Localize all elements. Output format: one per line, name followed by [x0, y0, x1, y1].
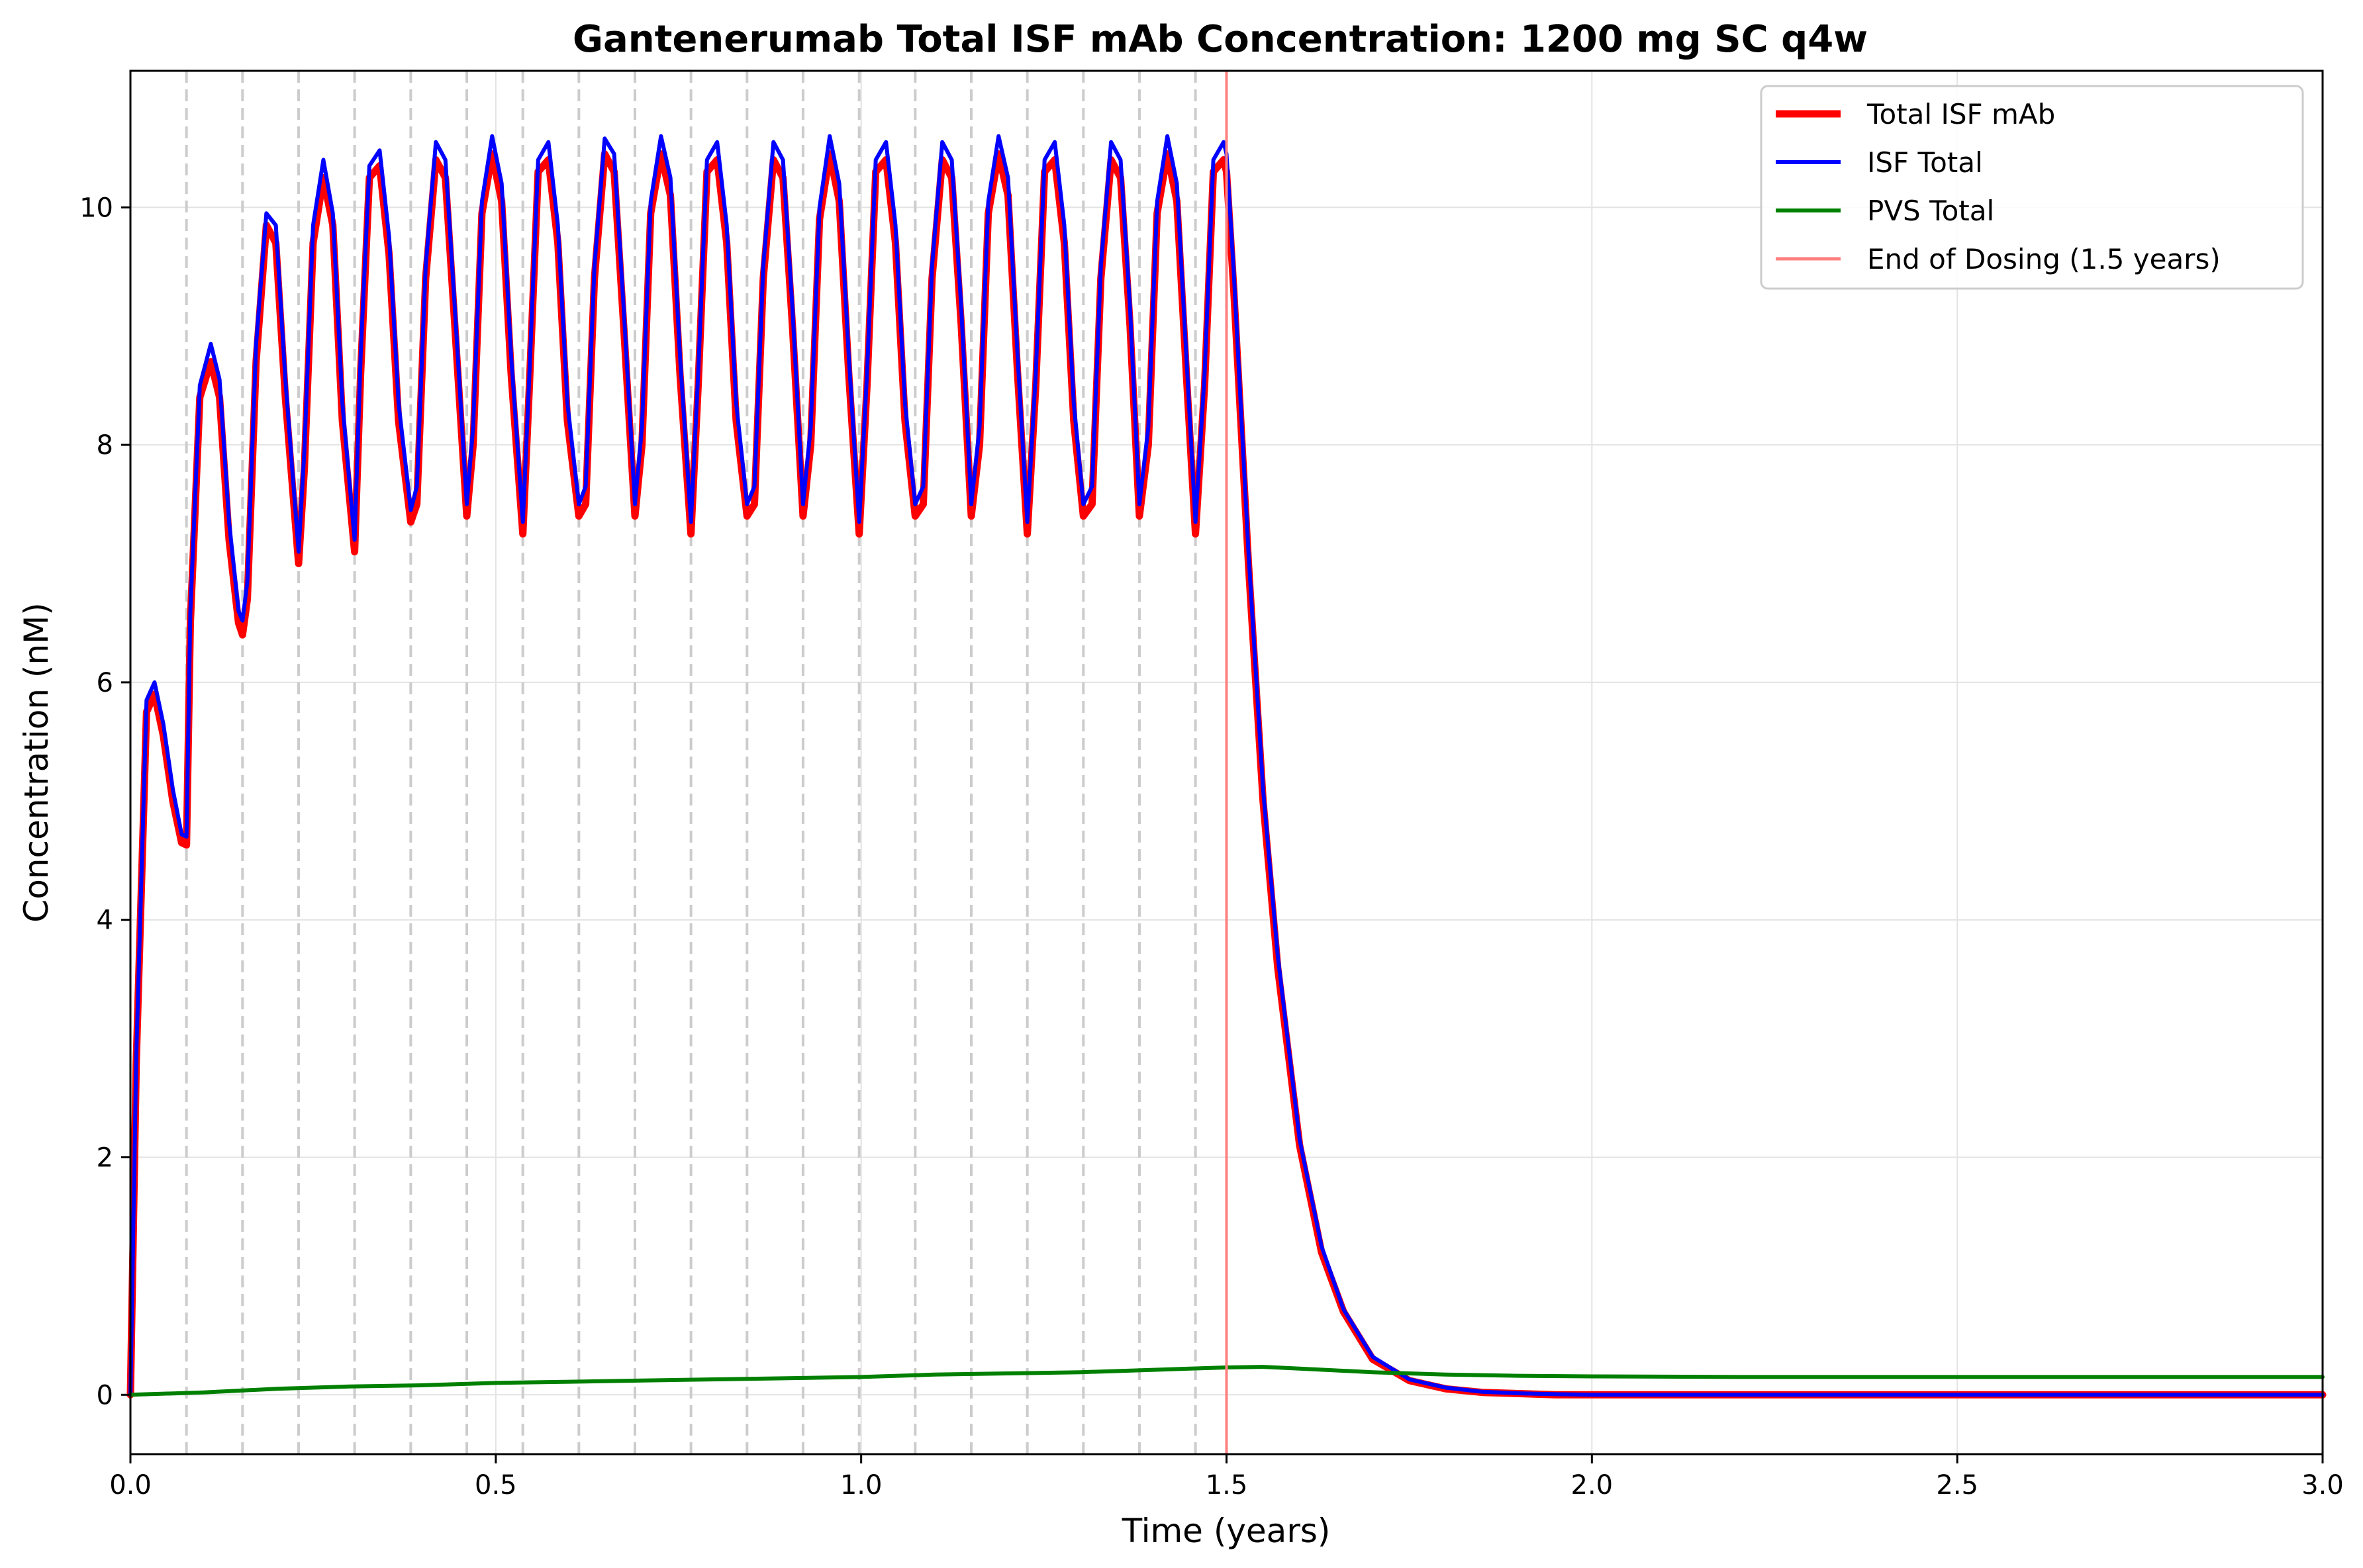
chart-title: Gantenerumab Total ISF mAb Concentration… [573, 18, 1868, 61]
x-tick-label-2: 1.0 [840, 1470, 883, 1500]
y-tick-label-0: 0 [97, 1380, 113, 1410]
x-tick-label-6: 3.0 [2301, 1470, 2344, 1500]
x-tick-label-3: 1.5 [1206, 1470, 1248, 1500]
x-tick-label-4: 2.0 [1571, 1470, 1614, 1500]
series-group [126, 134, 2327, 1399]
legend-label-2: PVS Total [1867, 195, 1994, 227]
legend-label-1: ISF Total [1867, 146, 1983, 179]
x-axis-label: Time (years) [1122, 1512, 1331, 1550]
legend-box [1760, 85, 2304, 290]
y-tick-label-1: 2 [97, 1143, 113, 1174]
y-tick-label-4: 8 [97, 430, 113, 461]
x-axis: 0.0 0.5 1.0 1.5 2.0 2.5 3.0 [109, 1454, 2344, 1500]
x-tick-label-1: 0.5 [475, 1470, 517, 1500]
x-tick-label-5: 2.5 [1936, 1470, 1978, 1500]
y-axis-label: Concentration (nM) [17, 602, 56, 922]
x-tick-label-0: 0.0 [109, 1470, 152, 1500]
y-tick-label-5: 10 [79, 193, 113, 223]
series-line-isf-total [128, 134, 2325, 1397]
legend-label-3: End of Dosing (1.5 years) [1867, 243, 2221, 275]
y-tick-label-2: 4 [97, 905, 113, 936]
legend: Total ISF mAb ISF Total PVS Total End of Do… [1760, 85, 2304, 290]
legend-label-0: Total ISF mAb [1866, 98, 2055, 130]
y-tick-label-3: 6 [97, 668, 113, 698]
y-axis: 0 2 4 6 8 10 [79, 193, 130, 1410]
series-line-pvs-total [128, 1365, 2325, 1397]
